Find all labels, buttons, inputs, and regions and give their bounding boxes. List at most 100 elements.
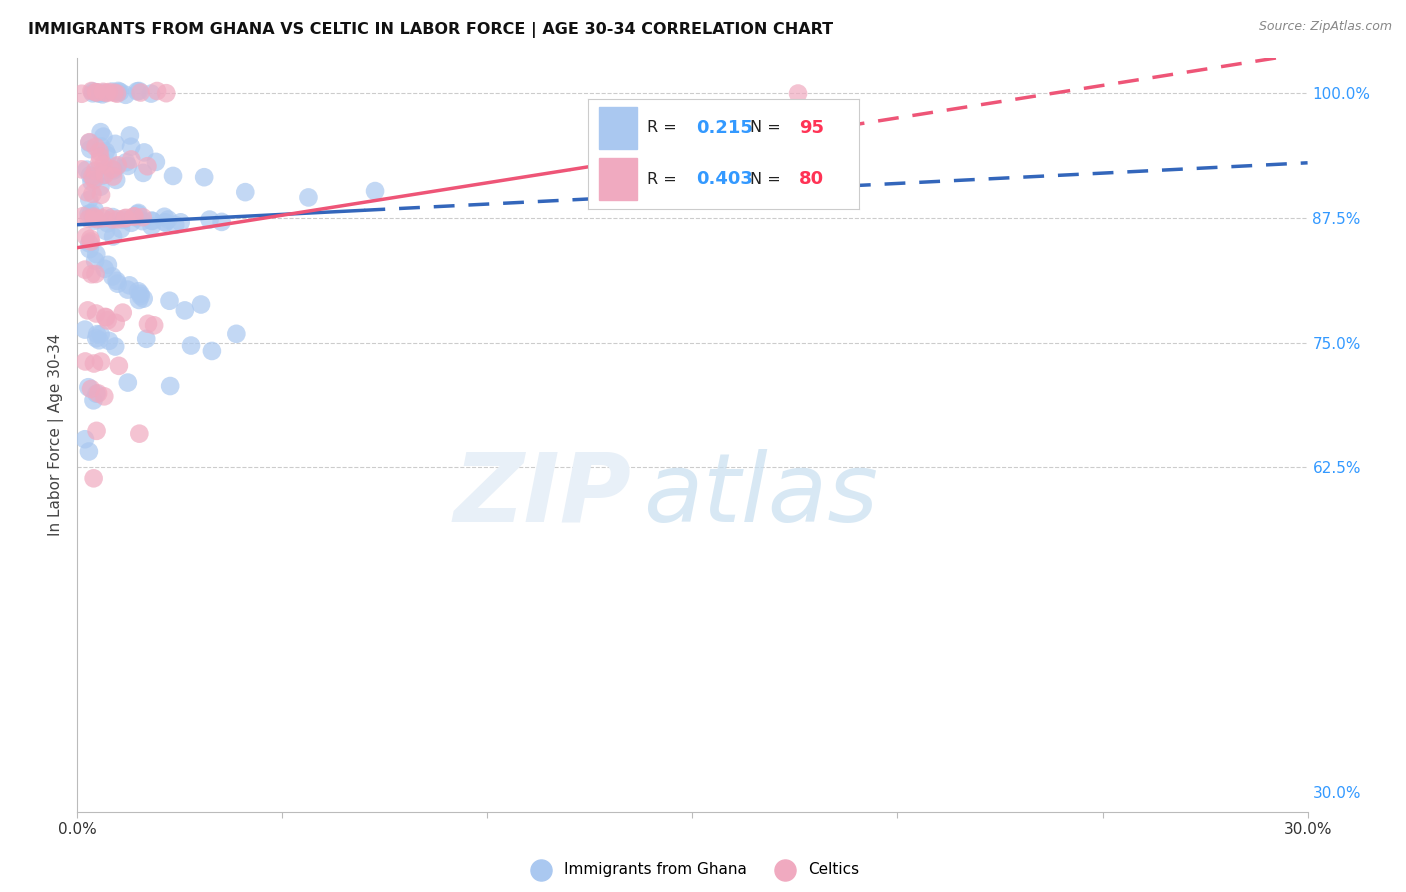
Point [103,86,125,100]
Text: IMMIGRANTS FROM GHANA VS CELTIC IN LABOR FORCE | AGE 30-34 CORRELATION CHART: IMMIGRANTS FROM GHANA VS CELTIC IN LABOR… [28,22,834,38]
Text: 0.215: 0.215 [696,119,754,136]
Point [117,159,139,173]
Point [70,87,93,101]
Point [105,173,128,187]
Point [94,310,117,324]
Point [96,216,118,230]
Point [101,210,124,224]
Point [90,327,112,342]
Point [170,215,193,229]
Point [101,169,124,184]
Point [104,339,127,353]
Point [98,334,121,348]
Point [79,168,101,182]
Point [82,87,104,101]
Point [79,236,101,251]
Point [87,333,110,347]
Point [145,154,167,169]
Point [94,168,117,182]
Point [83,213,105,227]
Point [73,323,96,337]
Point [131,211,153,225]
Point [117,283,139,297]
Text: R =: R = [647,120,682,136]
Point [83,471,105,485]
Point [93,129,115,144]
Point [94,310,117,325]
Bar [599,159,637,200]
Point [70,162,93,177]
Point [93,389,115,403]
Point [101,229,124,244]
Point [77,380,100,394]
Point [96,209,118,223]
Point [107,84,129,98]
Point [90,125,112,139]
Point [86,386,108,401]
Text: R =: R = [647,172,682,186]
Point [86,424,108,438]
Point [82,393,104,408]
Point [86,86,108,100]
Y-axis label: In Labor Force | Age 30-34: In Labor Force | Age 30-34 [48,334,65,536]
Point [79,136,101,150]
Point [93,86,115,100]
Point [91,87,114,102]
Point [201,343,224,358]
Point [105,160,128,174]
Point [91,85,114,99]
Point [125,211,148,225]
Point [79,232,101,246]
Point [131,214,153,228]
Point [139,87,162,101]
Point [155,86,177,100]
Point [101,85,124,99]
Point [127,84,149,98]
Point [80,175,103,189]
Point [136,317,159,331]
Point [84,140,107,154]
Text: N =: N = [751,120,786,136]
Point [83,210,105,224]
Point [117,376,139,390]
Point [80,235,103,249]
Point [115,155,138,169]
Text: 95: 95 [799,119,824,136]
Point [91,163,114,178]
Point [127,207,149,221]
Point [136,159,159,173]
Point [118,278,141,293]
Point [84,306,107,320]
Point [120,140,142,154]
Point [225,326,247,341]
Point [79,142,101,156]
Point [84,253,107,268]
Point [76,162,98,177]
Point [97,148,120,162]
Point [127,206,149,220]
Point [86,85,108,99]
Text: N =: N = [751,172,786,186]
Point [153,215,176,229]
Point [129,289,152,303]
Point [108,85,131,99]
Point [94,224,117,238]
Point [105,274,128,288]
Point [93,158,115,172]
Point [787,87,810,101]
Point [82,169,104,184]
Point [112,212,135,227]
Point [76,303,98,318]
Point [135,332,157,346]
Point [128,84,150,98]
Point [84,164,107,178]
Point [77,211,100,226]
Text: ZIP: ZIP [453,449,631,541]
Point [84,85,107,99]
Point [77,444,100,458]
Point [97,258,120,272]
Point [297,190,319,204]
Point [118,128,141,143]
Point [90,187,112,202]
Point [157,212,180,227]
